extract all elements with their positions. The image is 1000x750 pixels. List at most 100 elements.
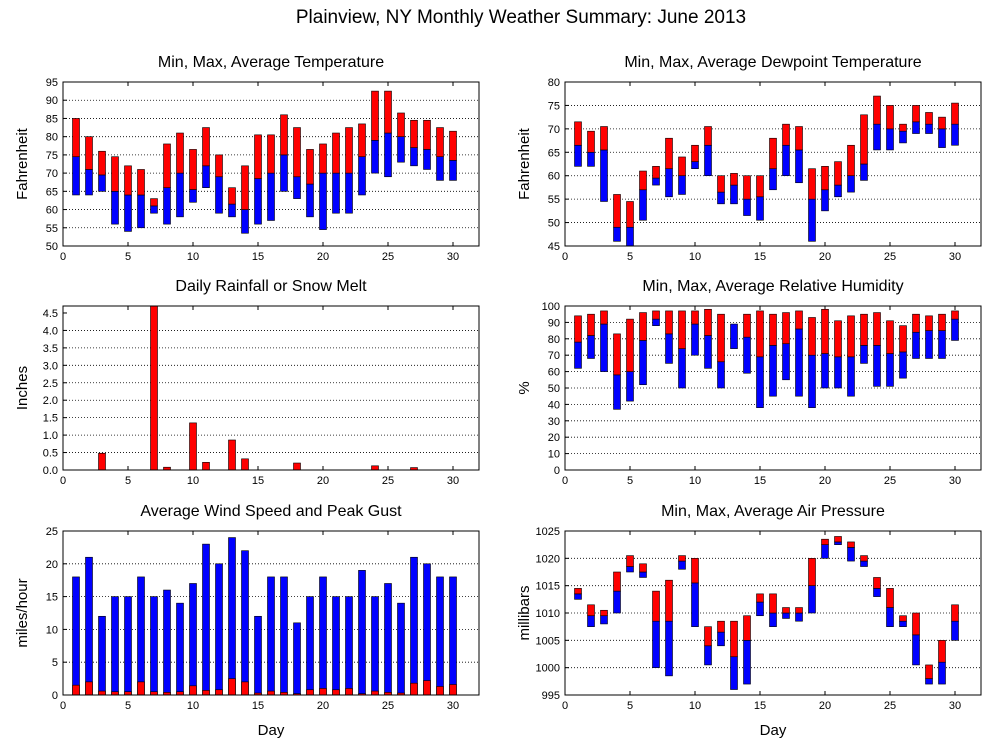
bar-upper [626,555,634,567]
bar-lower [600,149,608,202]
bar-peak-gust [72,576,80,696]
bar-upper [306,149,314,185]
bar-lower [834,356,842,389]
x-tick-label: 0 [60,475,66,487]
bar-upper [769,313,777,346]
bar-lower [358,156,366,196]
bar-rainfall [241,458,249,471]
bar-peak-gust [319,576,327,696]
bar-lower [613,374,621,410]
bar-lower [912,331,920,359]
bar-upper [280,114,288,156]
bar-upper [782,123,790,146]
plot-frame [62,305,480,471]
y-axis-label: miles/hour [14,578,31,647]
y-tick-label: 1015 [536,581,560,593]
bar-peak-gust [215,563,223,696]
bar-lower [873,123,881,151]
bar-upper [873,95,881,125]
y-tick-label: 1010 [536,608,560,620]
x-tick-label: 20 [317,475,329,487]
y-tick-label: 20 [46,559,58,571]
y-tick-label: 70 [548,350,560,362]
bar-upper [860,114,868,165]
x-tick-label: 5 [627,475,633,487]
bar-lower [756,356,764,408]
bar-upper [665,310,673,335]
bar-lower [587,335,595,359]
y-axis-label: millibars [516,585,533,640]
y-tick-label: 4.0 [43,325,58,337]
bar-upper [860,313,868,346]
bar-lower [665,168,673,198]
x-tick-label: 0 [60,251,66,263]
bar-lower [652,620,660,668]
bar-upper [574,121,582,146]
bar-upper [293,127,301,178]
y-tick-label: 70 [548,124,560,136]
bars-temperature [72,90,457,234]
bar-upper [873,312,881,346]
bar-upper [215,154,223,178]
bar-upper [899,615,907,622]
bar-upper [691,144,699,162]
bar-average-wind [189,685,197,696]
bar-upper [574,315,582,343]
bar-upper [665,579,673,622]
bar-lower [860,560,868,567]
x-tick-label: 15 [754,475,766,487]
bar-average-wind [72,684,80,696]
bar-lower [423,149,431,170]
y-tick-label: 1005 [536,635,560,647]
bar-upper [626,201,634,228]
chart-title: Min, Max, Average Relative Humidity [642,278,903,295]
bar-upper [795,607,803,614]
bar-upper [176,132,184,174]
x-tick-label: 10 [187,700,199,712]
bar-upper [72,118,80,158]
bar-upper [652,166,660,179]
bar-lower [371,140,379,174]
y-tick-label: 85 [46,113,58,125]
y-tick-label: 0.5 [43,448,58,460]
x-tick-label: 30 [447,475,459,487]
bar-upper [371,90,379,141]
bar-lower [795,149,803,184]
x-tick-label: 15 [252,700,264,712]
bar-upper [652,590,660,622]
bar-lower [228,203,236,218]
bar-upper [704,126,712,146]
y-tick-label: 5 [52,657,58,669]
x-tick-label: 20 [819,475,831,487]
bar-peak-gust [267,576,275,696]
bar-lower [743,198,751,216]
bar-lower [873,345,881,387]
bar-lower [678,175,686,195]
x-tick-label: 25 [884,251,896,263]
bar-lower [449,160,457,181]
chart-panel-temperature: Min, Max, Average Temperature50556065707… [14,54,480,263]
bar-upper [717,620,725,633]
bar-rainfall [371,465,379,471]
x-tick-label: 25 [382,700,394,712]
bar-rainfall [98,452,106,471]
y-tick-label: 40 [548,399,560,411]
bar-average-wind [345,688,353,696]
bar-lower [717,361,725,389]
bar-upper [228,187,236,205]
bar-upper [163,143,171,188]
bar-upper [834,320,842,358]
x-tick-label: 15 [754,700,766,712]
bar-upper [652,310,660,320]
y-tick-label: 25 [46,526,58,538]
bar-upper [600,310,608,325]
x-tick-label: 10 [187,475,199,487]
bar-upper [665,137,673,169]
x-tick-label: 25 [884,700,896,712]
bar-lower [821,544,829,559]
y-tick-label: 80 [548,77,560,89]
y-tick-label: 1025 [536,526,560,538]
x-tick-label: 0 [562,475,568,487]
bar-upper [202,127,210,167]
bar-upper [899,123,907,132]
